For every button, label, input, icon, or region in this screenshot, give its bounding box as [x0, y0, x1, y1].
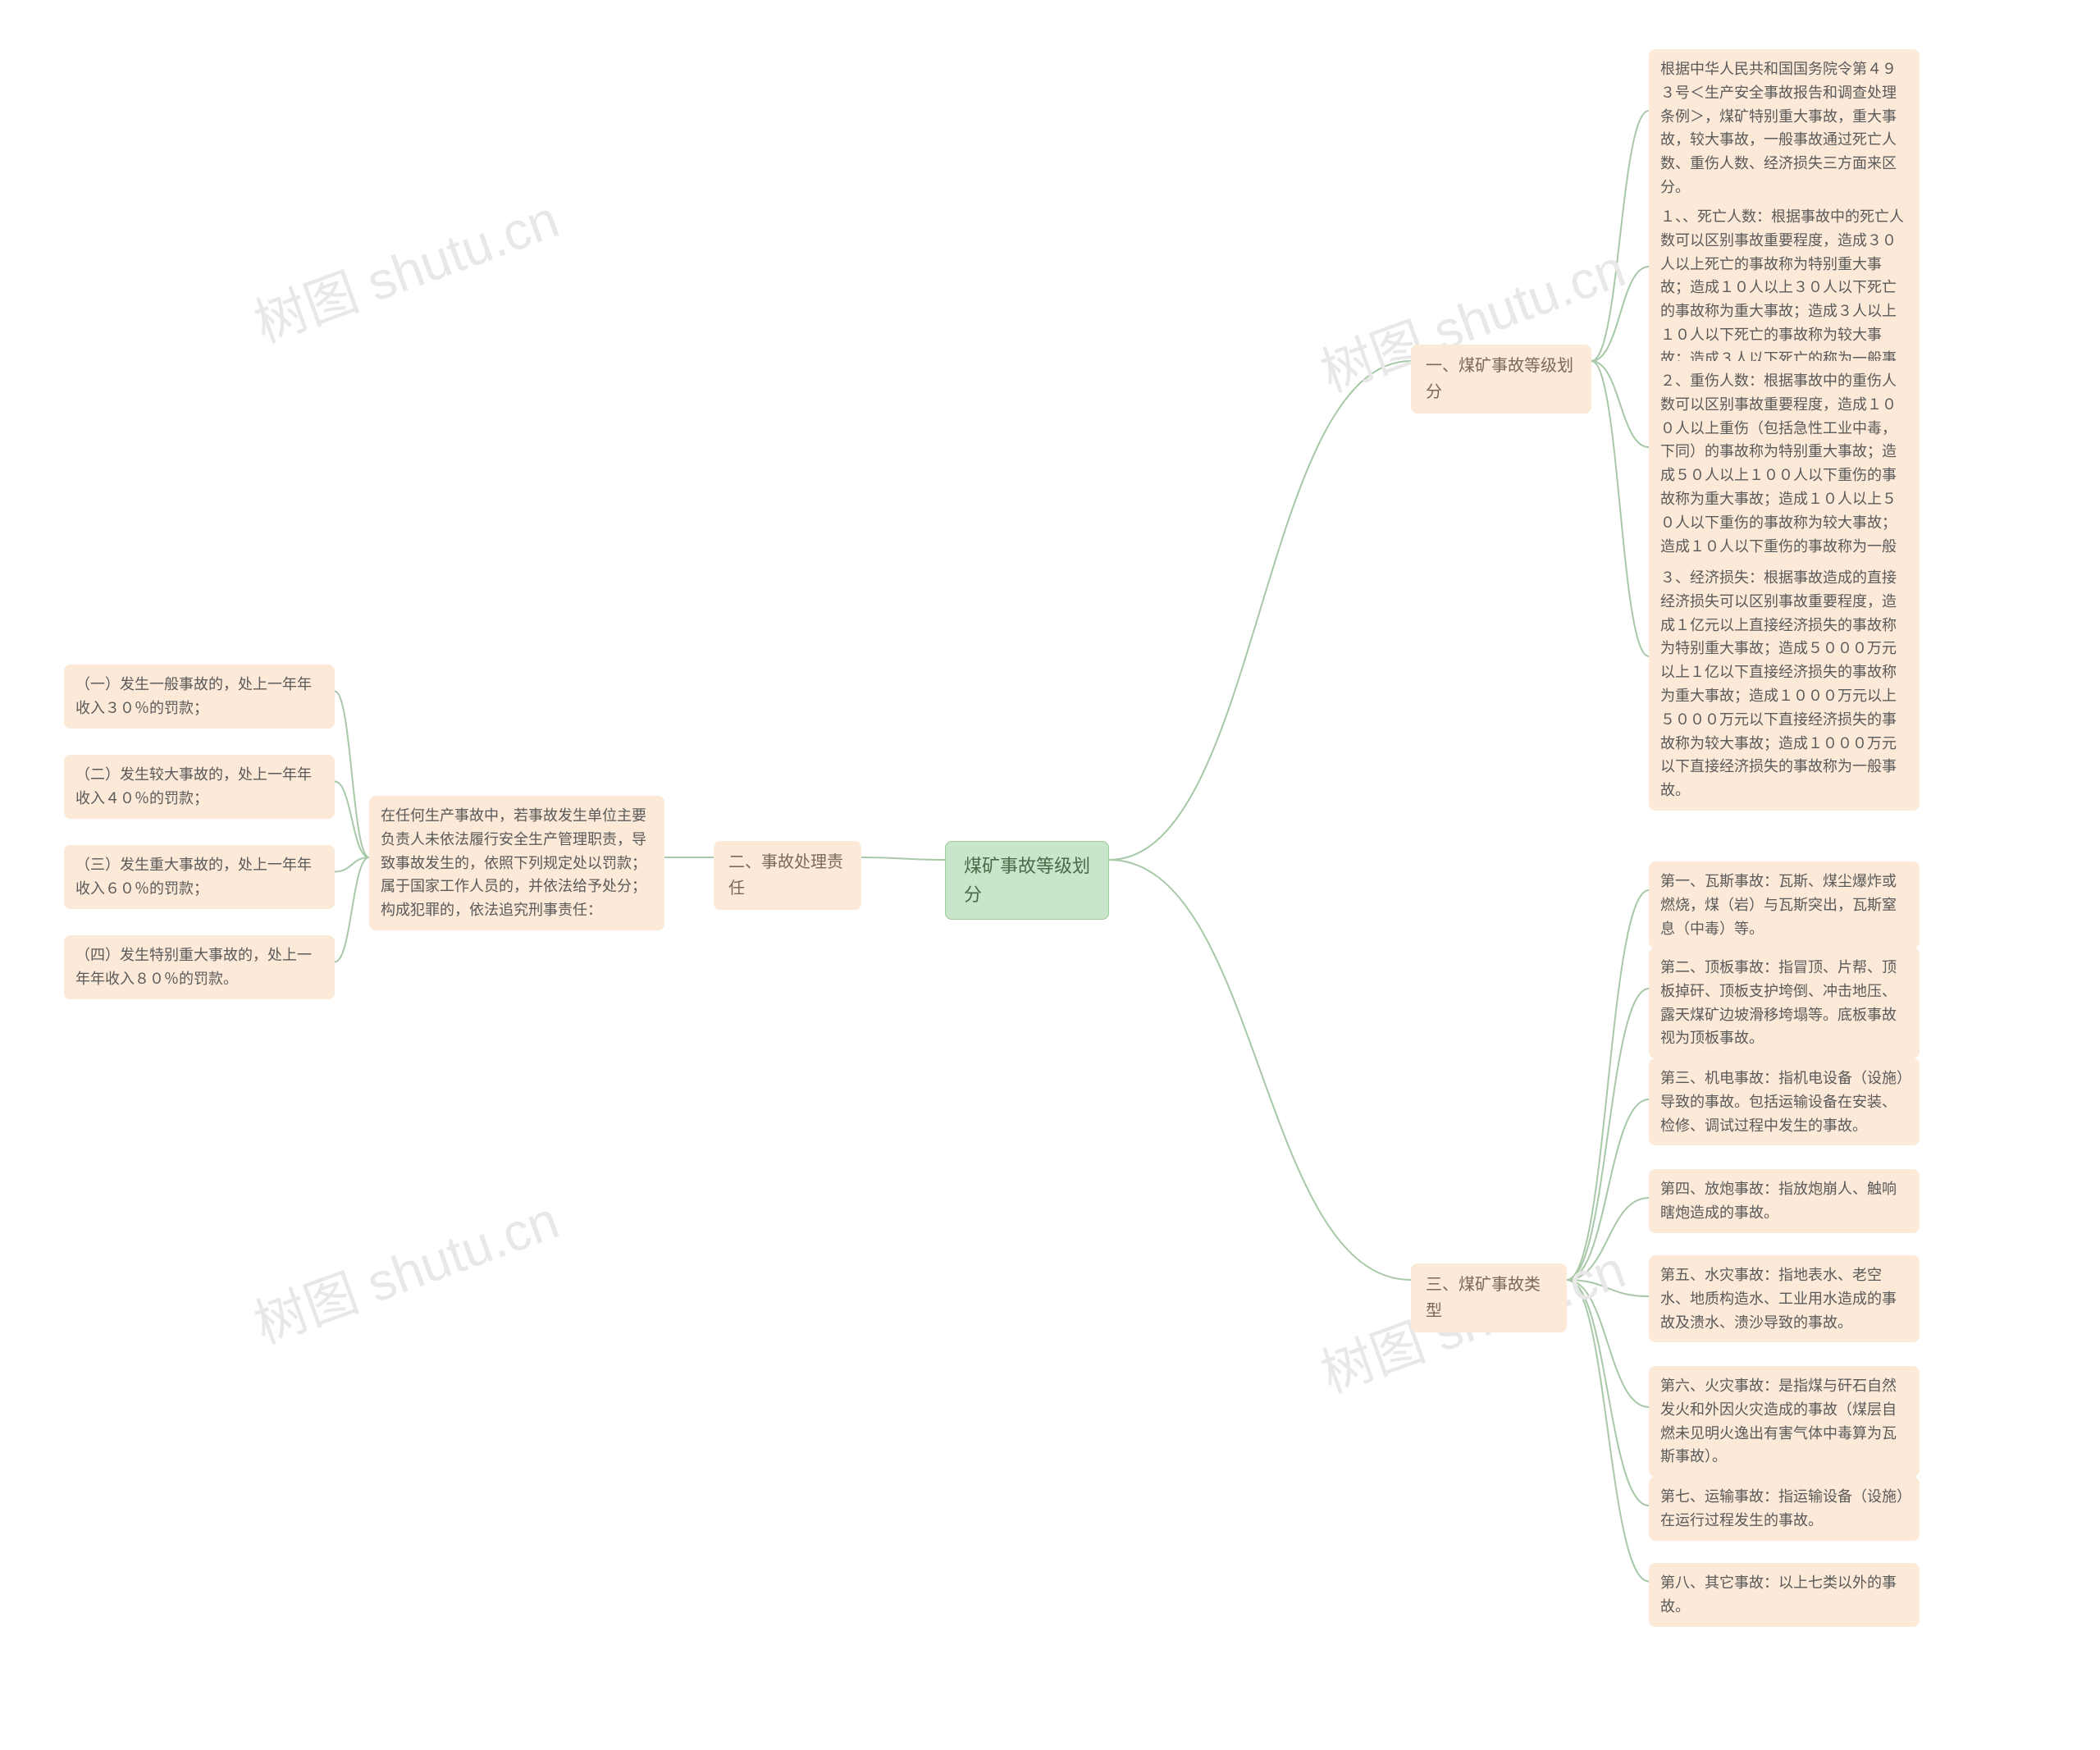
- branch-1: 一、煤矿事故等级划分: [1411, 345, 1591, 414]
- leaf-b2-3: （三）发生重大事故的，处上一年年收入６０％的罚款；: [64, 845, 335, 909]
- leaf-b1-3: ２、重伤人数：根据事故中的重伤人数可以区别事故重要程度，造成１００人以上重伤（包…: [1649, 361, 1920, 590]
- leaf-b3-8: 第八、其它事故：以上七类以外的事故。: [1649, 1563, 1920, 1627]
- leaf-b1-1: 根据中华人民共和国国务院令第４９３号＜生产安全事故报告和调查处理条例＞，煤矿特别…: [1649, 49, 1920, 208]
- branch-3: 三、煤矿事故类型: [1411, 1263, 1567, 1332]
- leaf-b2-4: （四）发生特别重大事故的，处上一年年收入８０％的罚款。: [64, 935, 335, 999]
- leaf-b3-5: 第五、水灾事故：指地表水、老空水、地质构造水、工业用水造成的事故及溃水、溃沙导致…: [1649, 1255, 1920, 1342]
- leaf-b3-3: 第三、机电事故：指机电设备（设施）导致的事故。包括运输设备在安装、检修、调试过程…: [1649, 1058, 1920, 1145]
- leaf-b3-4: 第四、放炮事故：指放炮崩人、触响瞎炮造成的事故。: [1649, 1169, 1920, 1233]
- leaf-b3-7: 第七、运输事故：指运输设备（设施）在运行过程发生的事故。: [1649, 1477, 1920, 1541]
- leaf-b1-4: ３、经济损失：根据事故造成的直接经济损失可以区别事故重要程度，造成１亿元以上直接…: [1649, 558, 1920, 811]
- leaf-b2-1: （一）发生一般事故的，处上一年年收入３０％的罚款；: [64, 665, 335, 729]
- leaf-b3-6: 第六、火灾事故：是指煤与矸石自然发火和外因火灾造成的事故（煤层自燃未见明火逸出有…: [1649, 1366, 1920, 1477]
- watermark: 树图 shutu.cn: [243, 177, 568, 357]
- leaf-b3-1: 第一、瓦斯事故：瓦斯、煤尘爆炸或燃烧，煤（岩）与瓦斯突出，瓦斯窒息（中毒）等。: [1649, 861, 1920, 948]
- leaf-b3-2: 第二、顶板事故：指冒顶、片帮、顶板掉矸、顶板支护垮倒、冲击地压、露天煤矿边坡滑移…: [1649, 948, 1920, 1058]
- watermark: 树图 shutu.cn: [243, 1178, 568, 1358]
- leaf-b2-2: （二）发生较大事故的，处上一年年收入４０％的罚款；: [64, 755, 335, 819]
- sub-b2: 在任何生产事故中，若事故发生单位主要负责人未依法履行安全生产管理职责，导致事故发…: [369, 796, 664, 930]
- mindmap-root: 煤矿事故等级划分: [945, 841, 1109, 920]
- branch-2: 二、事故处理责任: [714, 841, 861, 910]
